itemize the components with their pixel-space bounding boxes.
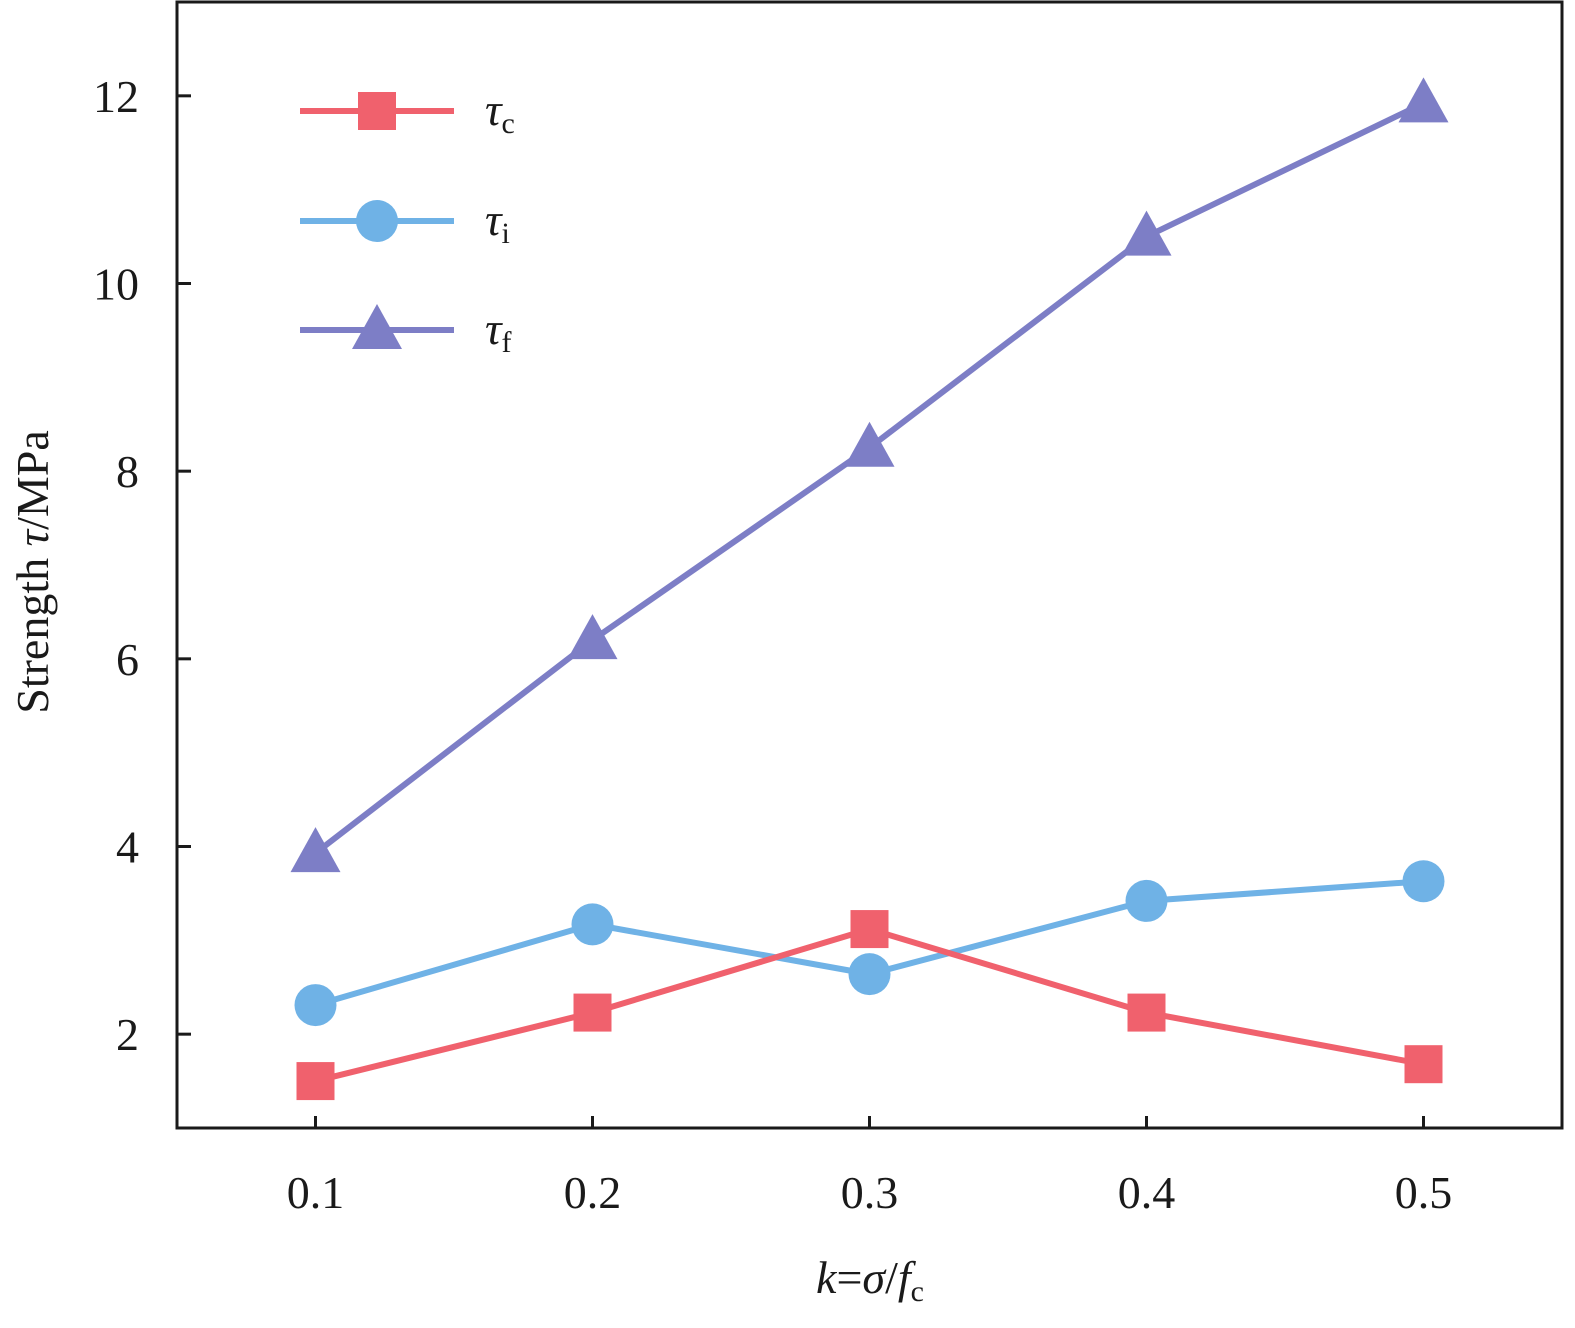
series-line-c bbox=[314, 926, 1425, 1084]
data-point-f bbox=[1398, 77, 1449, 123]
data-point-c bbox=[850, 910, 889, 949]
series-i bbox=[294, 860, 1445, 1027]
x-axis-title: k=σ/fc bbox=[816, 1252, 924, 1308]
legend-item-i: τi bbox=[300, 194, 510, 250]
data-point-i bbox=[848, 953, 891, 996]
legend-label: τi bbox=[485, 194, 510, 250]
y-tick-label: 2 bbox=[116, 1009, 139, 1060]
data-point-c bbox=[1404, 1045, 1443, 1084]
data-point-i bbox=[571, 903, 614, 946]
series-c bbox=[296, 910, 1443, 1101]
x-axis: 0.1 0.2 0.3 0.4 0.5 bbox=[287, 1116, 1453, 1218]
data-point-f bbox=[1121, 210, 1172, 256]
legend: τc τi τf bbox=[300, 84, 515, 359]
legend-label: τc bbox=[485, 84, 515, 140]
y-tick-label: 8 bbox=[116, 446, 139, 497]
data-point-c bbox=[1127, 993, 1166, 1032]
legend-marker-circle bbox=[356, 200, 398, 242]
x-tick-label: 0.2 bbox=[564, 1167, 622, 1218]
x-tick-label: 0.1 bbox=[287, 1167, 345, 1218]
legend-marker-triangle bbox=[352, 304, 402, 349]
y-tick-label: 4 bbox=[116, 822, 139, 873]
legend-item-c: τc bbox=[300, 84, 515, 140]
data-point-i bbox=[294, 984, 337, 1027]
y-axis: 2 4 6 8 10 12 bbox=[93, 71, 191, 1060]
x-tick-label: 0.5 bbox=[1395, 1167, 1453, 1218]
x-tick-label: 0.3 bbox=[841, 1167, 899, 1218]
x-tick-label: 0.4 bbox=[1118, 1167, 1176, 1218]
legend-label: τf bbox=[485, 303, 511, 359]
y-tick-label: 6 bbox=[116, 634, 139, 685]
data-point-c bbox=[296, 1062, 335, 1101]
y-tick-label: 10 bbox=[93, 259, 139, 310]
y-axis-title: Strength τ/MPa bbox=[7, 430, 58, 714]
data-point-f bbox=[567, 614, 618, 660]
y-tick-label: 12 bbox=[93, 71, 139, 122]
data-point-f bbox=[290, 827, 341, 873]
data-point-i bbox=[1402, 860, 1445, 903]
data-point-i bbox=[1125, 879, 1168, 922]
data-point-f bbox=[844, 421, 895, 467]
data-point-c bbox=[573, 993, 612, 1032]
legend-marker-square bbox=[358, 92, 396, 130]
series-f bbox=[290, 77, 1449, 873]
series-layer bbox=[290, 77, 1449, 1101]
legend-item-f: τf bbox=[300, 303, 511, 359]
series-line-f bbox=[313, 100, 1425, 856]
